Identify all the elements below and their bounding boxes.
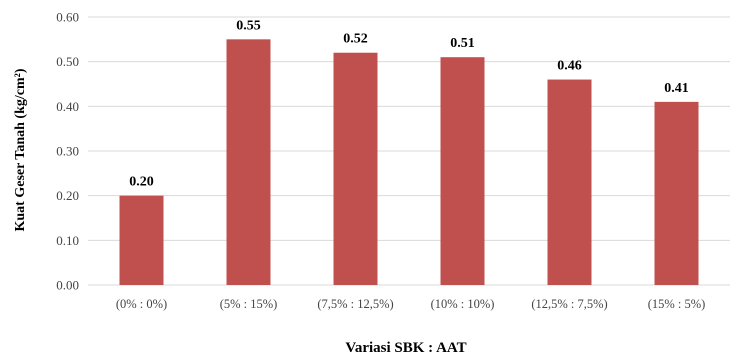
data-label: 0.46	[557, 59, 582, 74]
data-label: 0.20	[129, 175, 154, 190]
y-tick-label: 0.30	[56, 144, 79, 159]
y-axis-title: Kuat Geser Tanah (kg/cm²)	[13, 68, 28, 231]
x-tick-label: (0% : 0%)	[116, 297, 167, 311]
bar	[226, 39, 271, 286]
y-tick-label: 0.60	[56, 10, 79, 25]
x-tick-label: (5% : 15%)	[220, 297, 278, 311]
gridlines	[88, 16, 730, 286]
bar	[654, 101, 699, 285]
x-tick-label: (7,5% : 12,5%)	[317, 297, 393, 311]
y-tick-label: 0.00	[56, 278, 79, 293]
y-axis-ticks: 0.00 0.10 0.20 0.30 0.40 0.50 0.60	[56, 10, 79, 293]
y-tick-label: 0.50	[56, 54, 79, 69]
x-tick-label: (12,5% : 7,5%)	[531, 297, 607, 311]
bars	[119, 39, 699, 286]
y-tick-label: 0.10	[56, 233, 79, 248]
bar	[440, 57, 485, 286]
y-tick-label: 0.20	[56, 188, 79, 203]
data-label: 0.41	[664, 81, 689, 96]
y-tick-label: 0.40	[56, 99, 79, 114]
bar	[547, 79, 592, 286]
x-axis-title: Variasi SBK : AAT	[345, 340, 466, 356]
data-label: 0.51	[450, 36, 475, 51]
x-tick-label: (15% : 5%)	[648, 297, 706, 311]
data-label: 0.55	[236, 18, 261, 33]
x-tick-label: (10% : 10%)	[431, 297, 495, 311]
data-label: 0.52	[343, 32, 368, 47]
bar	[119, 195, 164, 285]
data-labels: 0.20 0.55 0.52 0.51 0.46 0.41	[129, 18, 689, 189]
bar	[333, 52, 378, 285]
x-axis-ticks: (0% : 0%) (5% : 15%) (7,5% : 12,5%) (10% : …	[116, 297, 706, 311]
